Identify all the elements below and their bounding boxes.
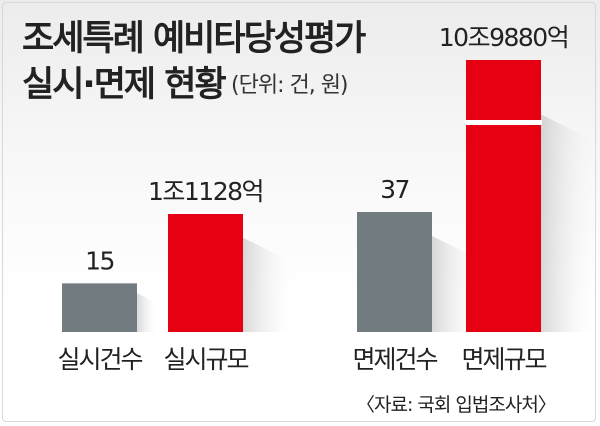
source-note: 〈자료: 국회 입법조사처〉 xyxy=(356,394,557,416)
category-label: 실시건수 xyxy=(57,345,142,374)
bar-실시규모 xyxy=(168,214,243,332)
bar-면제건수 xyxy=(357,212,432,332)
value-label: 37 xyxy=(380,175,409,204)
value-label: 15 xyxy=(85,246,114,275)
bar-면제규모 xyxy=(466,60,541,332)
chart-title-line1: 조세특례 예비타당성평가 xyxy=(22,19,366,59)
bar-shadow xyxy=(541,114,600,332)
value-label: 10조9880억 xyxy=(439,23,568,52)
category-label: 면제건수 xyxy=(352,345,437,374)
bar-shadow xyxy=(137,293,159,332)
chart-title-line2: 실시·면제 현황 xyxy=(22,65,227,105)
value-label: 1조1128억 xyxy=(148,177,263,206)
unit-note: (단위: 건, 원) xyxy=(231,73,349,98)
bar-shadow xyxy=(243,237,297,332)
category-label: 실시규모 xyxy=(163,345,248,374)
category-label: 면제규모 xyxy=(461,345,546,374)
bar-실시건수 xyxy=(62,283,137,332)
axis-break-mark xyxy=(465,120,542,125)
